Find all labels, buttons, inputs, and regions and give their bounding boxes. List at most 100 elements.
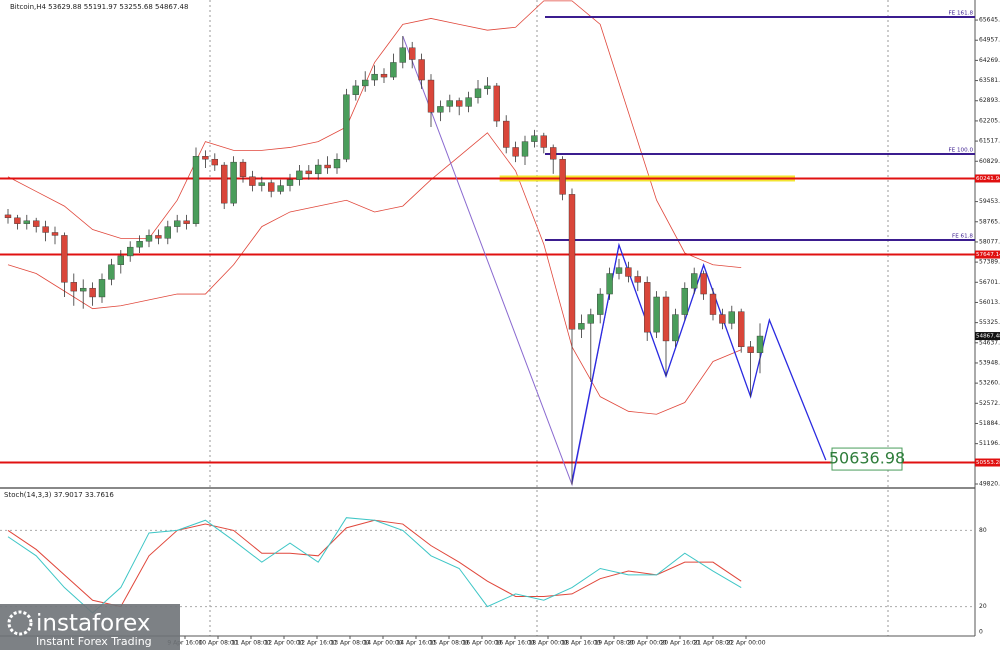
y-tick-label: 49820.65 bbox=[979, 480, 1000, 487]
candle-body bbox=[70, 282, 78, 292]
candle-body bbox=[371, 73, 378, 81]
lower-band bbox=[7, 132, 742, 415]
candle-body bbox=[465, 97, 472, 107]
candle-body bbox=[531, 135, 538, 142]
candle-body bbox=[503, 120, 510, 148]
x-tick-label: 18 Apr 16:00 bbox=[561, 640, 600, 647]
candle-body bbox=[427, 79, 435, 113]
candle-body bbox=[380, 73, 388, 78]
candle-body bbox=[634, 276, 641, 283]
stoch-tick-label: 0 bbox=[979, 629, 983, 636]
level-label: 50553.28 bbox=[976, 460, 1000, 466]
y-tick-label: 64269.70 bbox=[979, 57, 1000, 64]
candle-body bbox=[305, 170, 312, 175]
target-box bbox=[831, 447, 903, 471]
x-tick-label: 15 Apr 08:00 bbox=[429, 640, 468, 647]
x-tick-label: 18 Apr 00:00 bbox=[528, 640, 567, 647]
candle-body bbox=[362, 79, 369, 87]
y-tick-label: 59453.35 bbox=[979, 198, 1000, 205]
candle-body bbox=[324, 164, 331, 169]
candle-body bbox=[14, 217, 21, 224]
x-tick-label: 20 Apr 16:00 bbox=[660, 640, 699, 647]
target-label: 50636.98 bbox=[829, 449, 905, 468]
y-tick-label: 51196.75 bbox=[979, 440, 1000, 447]
candle-body bbox=[202, 156, 209, 160]
candle-body bbox=[249, 176, 256, 186]
logo-box bbox=[0, 604, 180, 650]
candle-body bbox=[268, 182, 275, 192]
candle-body bbox=[173, 220, 181, 227]
x-tick-label: 13 Apr 08:00 bbox=[330, 640, 369, 647]
candle-body bbox=[390, 62, 397, 78]
candle-body bbox=[192, 156, 200, 224]
candle-body bbox=[117, 255, 125, 265]
candle-body bbox=[493, 85, 500, 122]
chart-title: Bitcoin,H4 53629.88 55191.97 53255.68 54… bbox=[10, 3, 188, 11]
y-tick-label: 63581.65 bbox=[979, 77, 1000, 84]
y-tick-label: 65645.80 bbox=[979, 17, 1000, 24]
x-tick-label: 12 Apr 00:00 bbox=[264, 640, 303, 647]
level-tag bbox=[975, 174, 1000, 183]
y-tick-label: 58077.25 bbox=[979, 238, 1000, 245]
candle-body bbox=[277, 185, 284, 192]
candle-body bbox=[719, 314, 726, 324]
candle-body bbox=[352, 85, 359, 95]
candle-body bbox=[164, 226, 172, 239]
logo-icon bbox=[7, 610, 33, 636]
candle-body bbox=[700, 273, 707, 295]
candle-body bbox=[239, 161, 247, 177]
x-tick-label: 20 Apr 00:00 bbox=[627, 640, 666, 647]
candle-body bbox=[136, 241, 143, 248]
candle-body bbox=[728, 311, 735, 324]
y-tick-label: 56013.10 bbox=[979, 299, 1000, 306]
candle-body bbox=[474, 88, 482, 98]
candle-body bbox=[625, 267, 632, 277]
candle-body bbox=[286, 179, 294, 186]
stoch-label: Stoch(14,3,3) 37.9017 33.7616 bbox=[4, 491, 114, 499]
candle-body bbox=[333, 158, 341, 169]
candle-body bbox=[409, 47, 416, 60]
candle-body bbox=[51, 232, 59, 236]
stoch-tick-label: 20 bbox=[979, 603, 987, 610]
candle-body bbox=[615, 267, 623, 274]
candle-body bbox=[211, 158, 219, 166]
candle-body bbox=[126, 246, 134, 257]
candle-body bbox=[61, 235, 68, 283]
candle-body bbox=[98, 279, 106, 298]
zigzag bbox=[571, 242, 827, 482]
candle-body bbox=[418, 59, 425, 81]
x-tick-label: 10 Apr 08:00 bbox=[198, 640, 237, 647]
candle-body bbox=[258, 182, 265, 186]
fe-label: FE 100.0 bbox=[948, 147, 973, 153]
candle-body bbox=[653, 296, 660, 333]
candle-body bbox=[183, 220, 190, 224]
x-tick-label: 12 Apr 16:00 bbox=[297, 640, 336, 647]
price-tag-label: 54867.48 bbox=[976, 334, 1000, 340]
candle-body bbox=[315, 164, 322, 175]
stoch-tick-label: 80 bbox=[979, 527, 987, 534]
candle-body bbox=[597, 293, 604, 315]
candle-body bbox=[79, 287, 87, 292]
y-tick-label: 64957.75 bbox=[979, 37, 1000, 44]
y-tick-label: 52572.85 bbox=[979, 400, 1000, 407]
level-tag bbox=[975, 458, 1000, 467]
x-tick-label: 16 Apr 00:00 bbox=[462, 640, 501, 647]
candle-body bbox=[512, 147, 519, 157]
candle-body bbox=[559, 158, 566, 195]
candle-body bbox=[484, 85, 491, 90]
logo-name: instaforex bbox=[36, 611, 151, 637]
candle-body bbox=[709, 293, 717, 315]
candle-body bbox=[42, 226, 49, 233]
candle-body bbox=[606, 273, 613, 295]
x-tick-label: 14 Apr 00:00 bbox=[363, 640, 402, 647]
candle-body bbox=[587, 314, 594, 324]
x-tick-label: 14 Apr 16:00 bbox=[396, 640, 435, 647]
candle-body bbox=[446, 100, 453, 107]
y-tick-label: 60829.45 bbox=[979, 158, 1000, 165]
candle-body bbox=[540, 135, 547, 148]
candle-body bbox=[220, 164, 228, 204]
fe-label: FE 61.8 bbox=[952, 234, 973, 240]
candle-body bbox=[4, 214, 12, 219]
